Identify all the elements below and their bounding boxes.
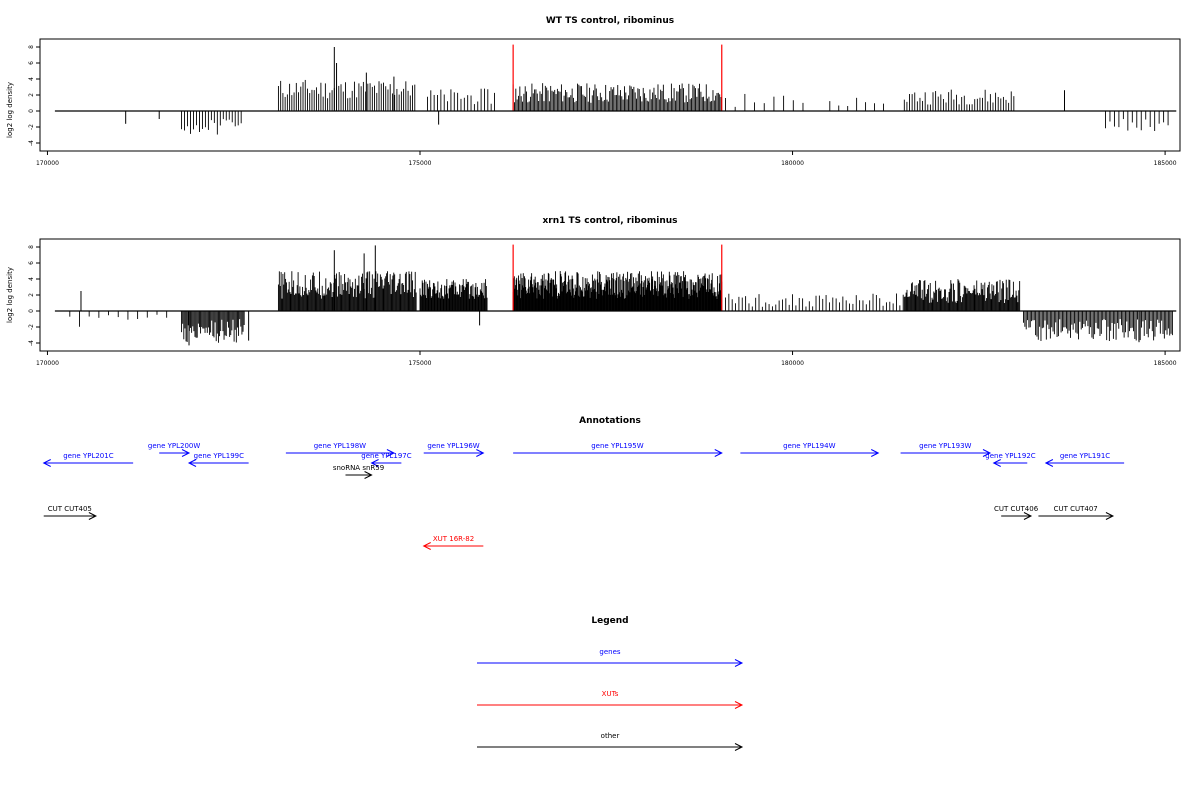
y-tick-label: 4 <box>28 277 35 281</box>
xrn1-y-axis-label: log2 log density <box>6 267 14 323</box>
x-tick-label: 175000 <box>409 360 432 367</box>
legend-title: Legend <box>591 616 628 626</box>
y-tick-label: 6 <box>28 61 35 65</box>
y-tick-label: -2 <box>28 124 35 130</box>
feature-label: gene YPL197C <box>361 452 411 460</box>
x-tick-label: 180000 <box>781 360 804 367</box>
legend-item: other <box>477 732 744 751</box>
feature-gene: gene YPL196W <box>423 442 485 457</box>
feature-label: snoRNA snR59 <box>333 464 384 472</box>
legend-label: other <box>601 732 620 740</box>
feature-label: CUT CUT406 <box>994 505 1039 513</box>
feature-label: gene YPL193W <box>919 442 971 450</box>
feature-label: gene YPL201C <box>63 452 113 460</box>
feature-label: CUT CUT407 <box>1054 505 1098 513</box>
feature-label: gene YPL192C <box>985 452 1035 460</box>
feature-gene: gene YPL194W <box>740 442 880 457</box>
y-tick-label: 0 <box>28 109 35 113</box>
feature-label: gene YPL195W <box>591 442 643 450</box>
feature-label: gene YPL200W <box>148 442 200 450</box>
feature-arrow-head <box>1105 512 1115 520</box>
y-tick-label: -4 <box>28 140 35 146</box>
feature-arrow-head <box>992 459 1001 467</box>
legend-arrow-head <box>734 743 744 751</box>
feature-arrow-head <box>42 459 51 467</box>
feature-gene: gene YPL195W <box>513 442 723 457</box>
feature-arrow-head <box>364 471 373 479</box>
xrn1-axes: -4 -2 0 2 4 6 8 170000 175000 180000 185000 <box>28 245 1177 367</box>
feature-arrow-head <box>422 542 431 550</box>
y-tick-label: 8 <box>28 45 35 49</box>
feature-other: snoRNA snR59 <box>333 464 384 479</box>
feature-arrow-head <box>1044 459 1054 467</box>
feature-other: CUT CUT407 <box>1038 505 1115 520</box>
y-tick-label: -4 <box>28 340 35 346</box>
feature-label: gene YPL194W <box>783 442 835 450</box>
feature-label: gene YPL198W <box>314 442 366 450</box>
y-tick-label: 4 <box>28 77 35 81</box>
feature-gene: gene YPL198W <box>285 442 396 457</box>
feature-arrows: gene YPL201C gene YPL200W gene YPL199C gene… <box>42 442 1125 550</box>
feature-gene: gene YPL193W <box>900 442 992 457</box>
x-tick-label: 185000 <box>1154 160 1177 167</box>
y-tick-label: 0 <box>28 309 35 313</box>
legend-label: XUTs <box>602 690 619 698</box>
legend-item: XUTs <box>477 690 744 709</box>
legend-label: genes <box>599 648 620 656</box>
feature-label: gene YPL191C <box>1060 452 1110 460</box>
feature-arrow-head <box>1023 512 1033 520</box>
x-tick-label: 170000 <box>36 360 59 367</box>
legend-items: genes XUTs other <box>477 648 744 751</box>
feature-arrow-head <box>871 449 880 457</box>
feature-gene: gene YPL201C <box>42 452 134 467</box>
wt-y-axis-label: log2 log density <box>6 82 14 138</box>
feature-label: CUT CUT405 <box>48 505 92 513</box>
annotations-title: Annotations <box>579 416 641 426</box>
feature-arrow-head <box>476 449 485 457</box>
feature-gene: gene YPL191C <box>1044 452 1125 467</box>
legend-arrow-head <box>734 659 744 667</box>
wt-axes: -4 -2 0 2 4 6 8 170000 175000 180000 185000 <box>28 45 1177 167</box>
feature-label: gene YPL196W <box>427 442 479 450</box>
wt-panel-title: WT TS control, ribominus <box>546 16 674 26</box>
feature-arrow-head <box>982 449 992 457</box>
feature-gene: gene YPL197C <box>361 452 412 467</box>
feature-arrow-head <box>181 449 191 457</box>
wt-density-panel: WT TS control, ribominus log2 log densit… <box>6 16 1181 167</box>
wt-bars <box>54 44 1177 135</box>
legend: Legend genes XUTs other <box>477 616 744 751</box>
x-tick-label: 170000 <box>36 160 59 167</box>
feature-xut: XUT 16R-82 <box>422 535 484 550</box>
feature-label: gene YPL199C <box>194 452 244 460</box>
xrn1-panel-title: xrn1 TS control, ribominus <box>542 216 677 226</box>
y-tick-label: 6 <box>28 261 35 265</box>
feature-gene: gene YPL200W <box>148 442 200 457</box>
feature-other: CUT CUT406 <box>994 505 1039 520</box>
feature-arrow-head <box>187 459 197 467</box>
x-tick-label: 180000 <box>781 160 804 167</box>
feature-arrow-head <box>370 459 379 467</box>
feature-gene: gene YPL199C <box>187 452 249 467</box>
feature-arrow-head <box>386 449 396 457</box>
y-tick-label: 8 <box>28 245 35 249</box>
feature-arrow-head <box>88 512 98 520</box>
feature-arrow-head <box>714 449 723 457</box>
legend-item: genes <box>477 648 744 667</box>
xrn1-density-panel: xrn1 TS control, ribominus log2 log dens… <box>6 216 1181 367</box>
x-tick-label: 175000 <box>409 160 432 167</box>
feature-label: XUT 16R-82 <box>433 535 474 543</box>
legend-arrow-head <box>734 701 744 709</box>
xrn1-bars <box>54 244 1177 346</box>
feature-other: CUT CUT405 <box>43 505 98 520</box>
feature-gene: gene YPL192C <box>985 452 1036 467</box>
x-tick-label: 185000 <box>1154 360 1177 367</box>
y-tick-label: 2 <box>28 293 35 297</box>
y-tick-label: 2 <box>28 93 35 97</box>
y-tick-label: -2 <box>28 324 35 330</box>
